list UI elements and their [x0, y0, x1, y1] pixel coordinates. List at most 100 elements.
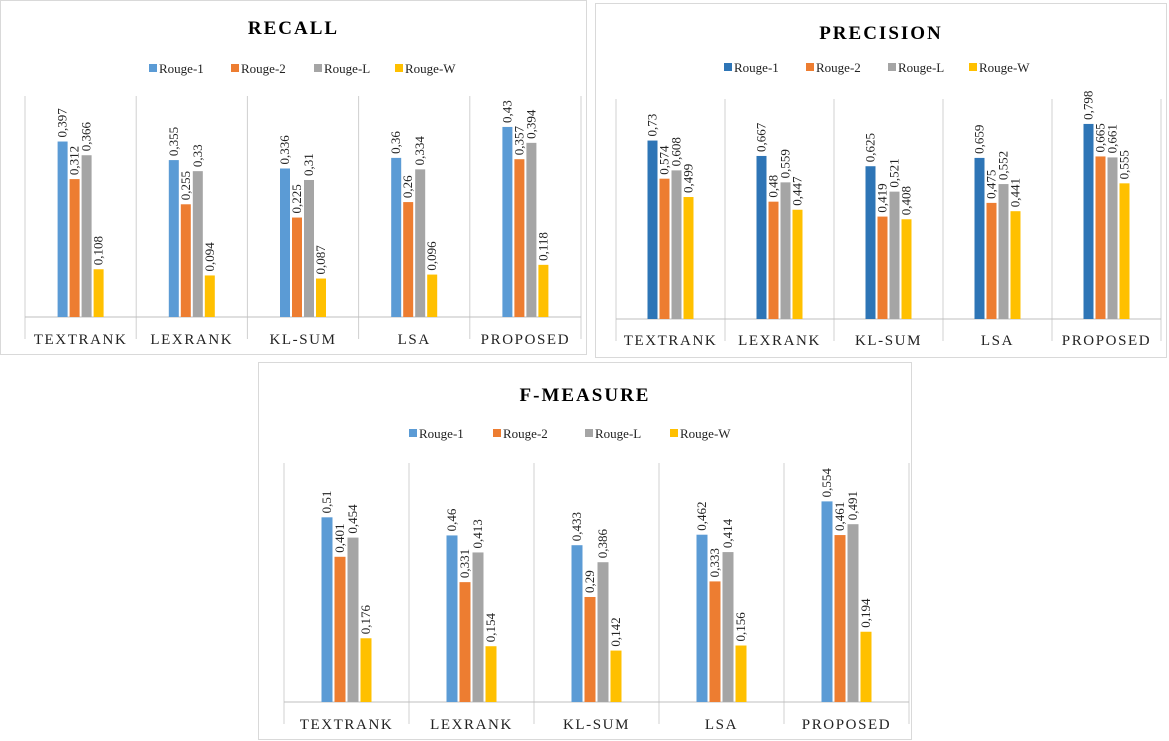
- data-label: 0,554: [819, 468, 834, 498]
- data-label: 0,661: [1105, 124, 1120, 153]
- category-label-proposed: PROPOSED: [481, 332, 571, 348]
- bar-rouge-1-lsa: [974, 157, 985, 319]
- bar-rouge-2-textrank: [69, 179, 80, 317]
- legend-swatch: [493, 429, 501, 437]
- data-label: 0,73: [645, 114, 660, 137]
- category-label-kl-sum: KL-SUM: [563, 717, 630, 733]
- data-label: 0,225: [289, 184, 304, 213]
- legend-item-rouge-w: Rouge-W: [969, 60, 1030, 75]
- bar-rouge-l-proposed: [847, 524, 859, 702]
- bar-rouge-l-kl-sum: [889, 191, 900, 319]
- data-label: 0,659: [972, 125, 987, 154]
- data-label: 0,461: [832, 502, 847, 531]
- data-label: 0,142: [608, 617, 623, 646]
- bar-rouge-l-lexrank: [192, 171, 203, 317]
- data-label: 0,475: [984, 170, 999, 199]
- category-label-proposed: PROPOSED: [1062, 333, 1152, 349]
- precision-chart: PRECISION Rouge-1 Rouge-2 Rouge-L Rouge-W 0,7…: [595, 3, 1167, 358]
- category-label-proposed: PROPOSED: [802, 717, 892, 733]
- bar-rouge-1-kl-sum: [571, 545, 583, 702]
- data-label: 0,331: [457, 549, 472, 578]
- bar-rouge-2-proposed: [514, 159, 525, 317]
- category-label-lsa: LSA: [705, 717, 738, 733]
- bar-rouge-2-lsa: [986, 202, 997, 319]
- legend-swatch: [149, 64, 157, 72]
- data-label: 0,355: [166, 127, 181, 156]
- bar-rouge-2-proposed: [834, 535, 846, 702]
- category-label-lexrank: LEXRANK: [430, 717, 513, 733]
- legend-item-rouge-2: Rouge-2: [231, 61, 286, 76]
- data-label: 0,397: [55, 108, 70, 138]
- bar-rouge-2-lsa: [709, 581, 721, 702]
- data-label: 0,094: [202, 242, 217, 272]
- data-label: 0,667: [754, 122, 769, 152]
- recall-chart: RECALL Rouge-1 Rouge-2 Rouge-L Rouge-W 0,397 0…: [0, 0, 587, 355]
- bar-rouge-2-kl-sum: [584, 596, 596, 702]
- data-label: 0,555: [1117, 150, 1132, 179]
- legend-label: Rouge-W: [979, 60, 1030, 75]
- bar-rouge-l-lexrank: [472, 552, 484, 702]
- bar-rouge-2-kl-sum: [877, 216, 888, 319]
- category-label-lsa: LSA: [981, 333, 1014, 349]
- data-label: 0,521: [887, 158, 902, 187]
- bar-rouge-2-lexrank: [768, 201, 779, 319]
- bar-rouge-1-lsa: [696, 534, 708, 702]
- data-label: 0,559: [778, 149, 793, 178]
- legend-item-rouge-1: Rouge-1: [409, 426, 464, 441]
- bar-rouge-2-lexrank: [180, 204, 191, 317]
- data-label: 0,096: [424, 241, 439, 271]
- data-label: 0,499: [681, 164, 696, 193]
- legend-label: Rouge-L: [324, 61, 370, 76]
- data-label: 0,552: [996, 151, 1011, 180]
- data-label: 0,454: [345, 504, 360, 534]
- bar-rouge-1-kl-sum: [865, 166, 876, 319]
- data-label: 0,413: [470, 519, 485, 548]
- precision-chart-svg: PRECISION Rouge-1 Rouge-2 Rouge-L Rouge-W 0,7…: [615, 23, 1162, 349]
- legend-item-rouge-1: Rouge-1: [149, 61, 204, 76]
- bar-rouge-2-textrank: [334, 556, 346, 702]
- data-label: 0,43: [499, 100, 514, 123]
- data-label: 0,419: [875, 183, 890, 212]
- legend-label: Rouge-2: [816, 60, 861, 75]
- data-label: 0,441: [1008, 178, 1023, 207]
- data-label: 0,336: [277, 135, 292, 165]
- data-label: 0,462: [694, 501, 709, 530]
- bar-rouge-w-textrank: [360, 638, 372, 702]
- data-label: 0,36: [388, 131, 403, 154]
- bar-rouge-l-proposed: [1107, 157, 1118, 319]
- legend-item-rouge-l: Rouge-L: [585, 426, 641, 441]
- category-label-textrank: TEXTRANK: [624, 333, 718, 349]
- data-label: 0,48: [766, 175, 781, 198]
- bar-rouge-1-textrank: [647, 140, 658, 319]
- recall-chart-svg: RECALL Rouge-1 Rouge-2 Rouge-L Rouge-W 0,397 0…: [24, 18, 582, 348]
- bar-rouge-l-proposed: [526, 142, 537, 317]
- data-label: 0,408: [899, 186, 914, 215]
- fmeasure-title: F-MEASURE: [520, 385, 651, 406]
- bar-rouge-w-lsa: [735, 645, 747, 702]
- legend-label: Rouge-1: [159, 61, 204, 76]
- f-measure-chart: F-MEASURE Rouge-1 Rouge-2 Rouge-L Rouge-W 0,5…: [258, 362, 912, 740]
- bar-rouge-1-proposed: [1083, 123, 1094, 319]
- bar-rouge-w-textrank: [93, 269, 104, 317]
- bar-rouge-1-proposed: [502, 126, 513, 317]
- category-label-kl-sum: KL-SUM: [855, 333, 922, 349]
- data-label: 0,26: [400, 175, 415, 198]
- bar-rouge-2-lsa: [403, 202, 414, 317]
- bar-rouge-1-proposed: [821, 501, 833, 702]
- bar-rouge-w-kl-sum: [316, 278, 326, 317]
- bar-rouge-1-textrank: [321, 517, 333, 702]
- legend-label: Rouge-1: [734, 60, 779, 75]
- bar-rouge-w-lexrank: [792, 209, 803, 319]
- category-label-textrank: TEXTRANK: [300, 717, 394, 733]
- category-label-textrank: TEXTRANK: [34, 332, 128, 348]
- data-label: 0,255: [178, 171, 193, 200]
- data-label: 0,608: [669, 137, 684, 166]
- legend-item-rouge-2: Rouge-2: [806, 60, 861, 75]
- data-label: 0,108: [91, 236, 106, 265]
- bar-rouge-w-proposed: [538, 264, 549, 317]
- data-label: 0,447: [790, 176, 805, 206]
- data-label: 0,394: [523, 109, 538, 139]
- bar-rouge-l-lsa: [722, 552, 734, 702]
- category-label-lexrank: LEXRANK: [738, 333, 821, 349]
- legend-label: Rouge-W: [405, 61, 456, 76]
